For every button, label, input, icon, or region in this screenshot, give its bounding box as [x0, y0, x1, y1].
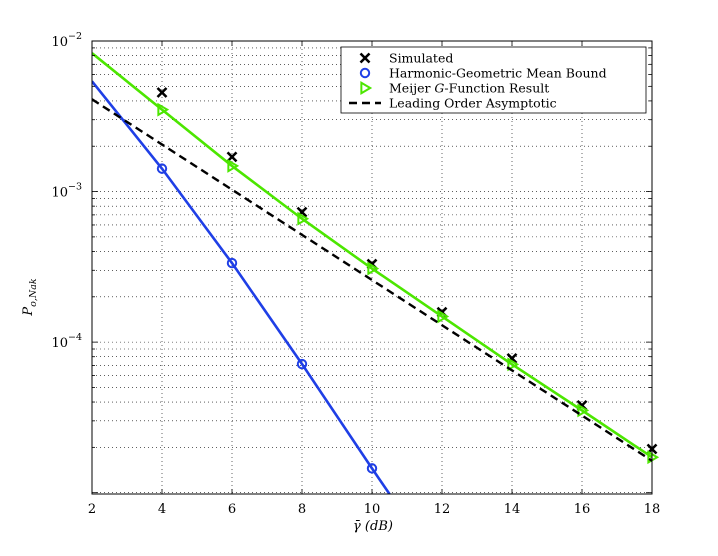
data-point-1 — [226, 257, 238, 269]
x-tick-label: 6 — [228, 502, 236, 517]
y-axis-label: Po,Nak — [21, 278, 39, 316]
data-point-1 — [156, 163, 168, 174]
legend-box — [340, 46, 647, 114]
series-3 — [92, 98, 652, 462]
legend-label: Harmonic-Geometric Mean Bound — [389, 66, 607, 81]
legend-label-part: -Function Result — [444, 81, 549, 96]
legend-label-part: Meijer — [389, 81, 434, 96]
data-point-2 — [227, 158, 240, 173]
y-tick-exponent: −4 — [68, 332, 82, 343]
y-tick-base: 10 — [51, 336, 68, 351]
series-line-2 — [92, 52, 652, 459]
data-point-2 — [647, 450, 660, 465]
x-tick-label: 12 — [434, 502, 451, 517]
x-tick-label: 4 — [158, 502, 166, 517]
x-tick-label: 18 — [644, 502, 661, 517]
data-point-2 — [367, 261, 380, 276]
legend-label: Leading Order Asymptotic — [389, 96, 557, 111]
data-point-2 — [437, 309, 450, 324]
x-tick-label: 16 — [574, 502, 591, 517]
legend-swatch-marker-b — [359, 52, 371, 64]
data-point-0-b — [156, 87, 168, 98]
series-layer — [92, 52, 660, 494]
legend-label: Meijer G-Function Result — [389, 81, 549, 96]
y-tick-label: 10−2 — [51, 31, 82, 50]
y-tick-label: 10−4 — [51, 332, 82, 351]
y-axis-label-sub: o,Nak — [28, 278, 39, 307]
data-point-0-b — [226, 151, 238, 163]
series-line-1 — [92, 80, 391, 494]
y-axis-label-main: P — [21, 307, 36, 317]
x-tick-label: 2 — [88, 502, 96, 517]
legend-swatch-marker — [360, 81, 373, 95]
data-point-2 — [507, 357, 520, 372]
series-2 — [92, 52, 660, 465]
x-tick-label: 10 — [364, 502, 381, 517]
y-tick-exponent: −2 — [68, 31, 82, 42]
data-point-1 — [366, 463, 378, 474]
legend-swatch-marker — [359, 67, 371, 79]
data-point-2 — [297, 211, 310, 226]
data-point-2 — [157, 102, 170, 117]
legend-label-part: G — [434, 81, 444, 96]
series-0 — [156, 87, 658, 455]
data-point-2 — [577, 403, 590, 418]
x-tick-label: 14 — [504, 502, 521, 517]
y-tick-base: 10 — [51, 186, 68, 201]
y-tick-label: 10−3 — [51, 182, 82, 201]
series-1 — [92, 80, 391, 494]
x-axis-label: γ̄ (dB) — [353, 519, 393, 534]
data-point-1 — [296, 358, 308, 370]
y-tick-exponent: −3 — [68, 182, 82, 193]
y-tick-base: 10 — [51, 35, 68, 50]
x-tick-label: 8 — [298, 502, 306, 517]
legend-label: Simulated — [389, 51, 453, 66]
series-line-3 — [92, 98, 652, 462]
